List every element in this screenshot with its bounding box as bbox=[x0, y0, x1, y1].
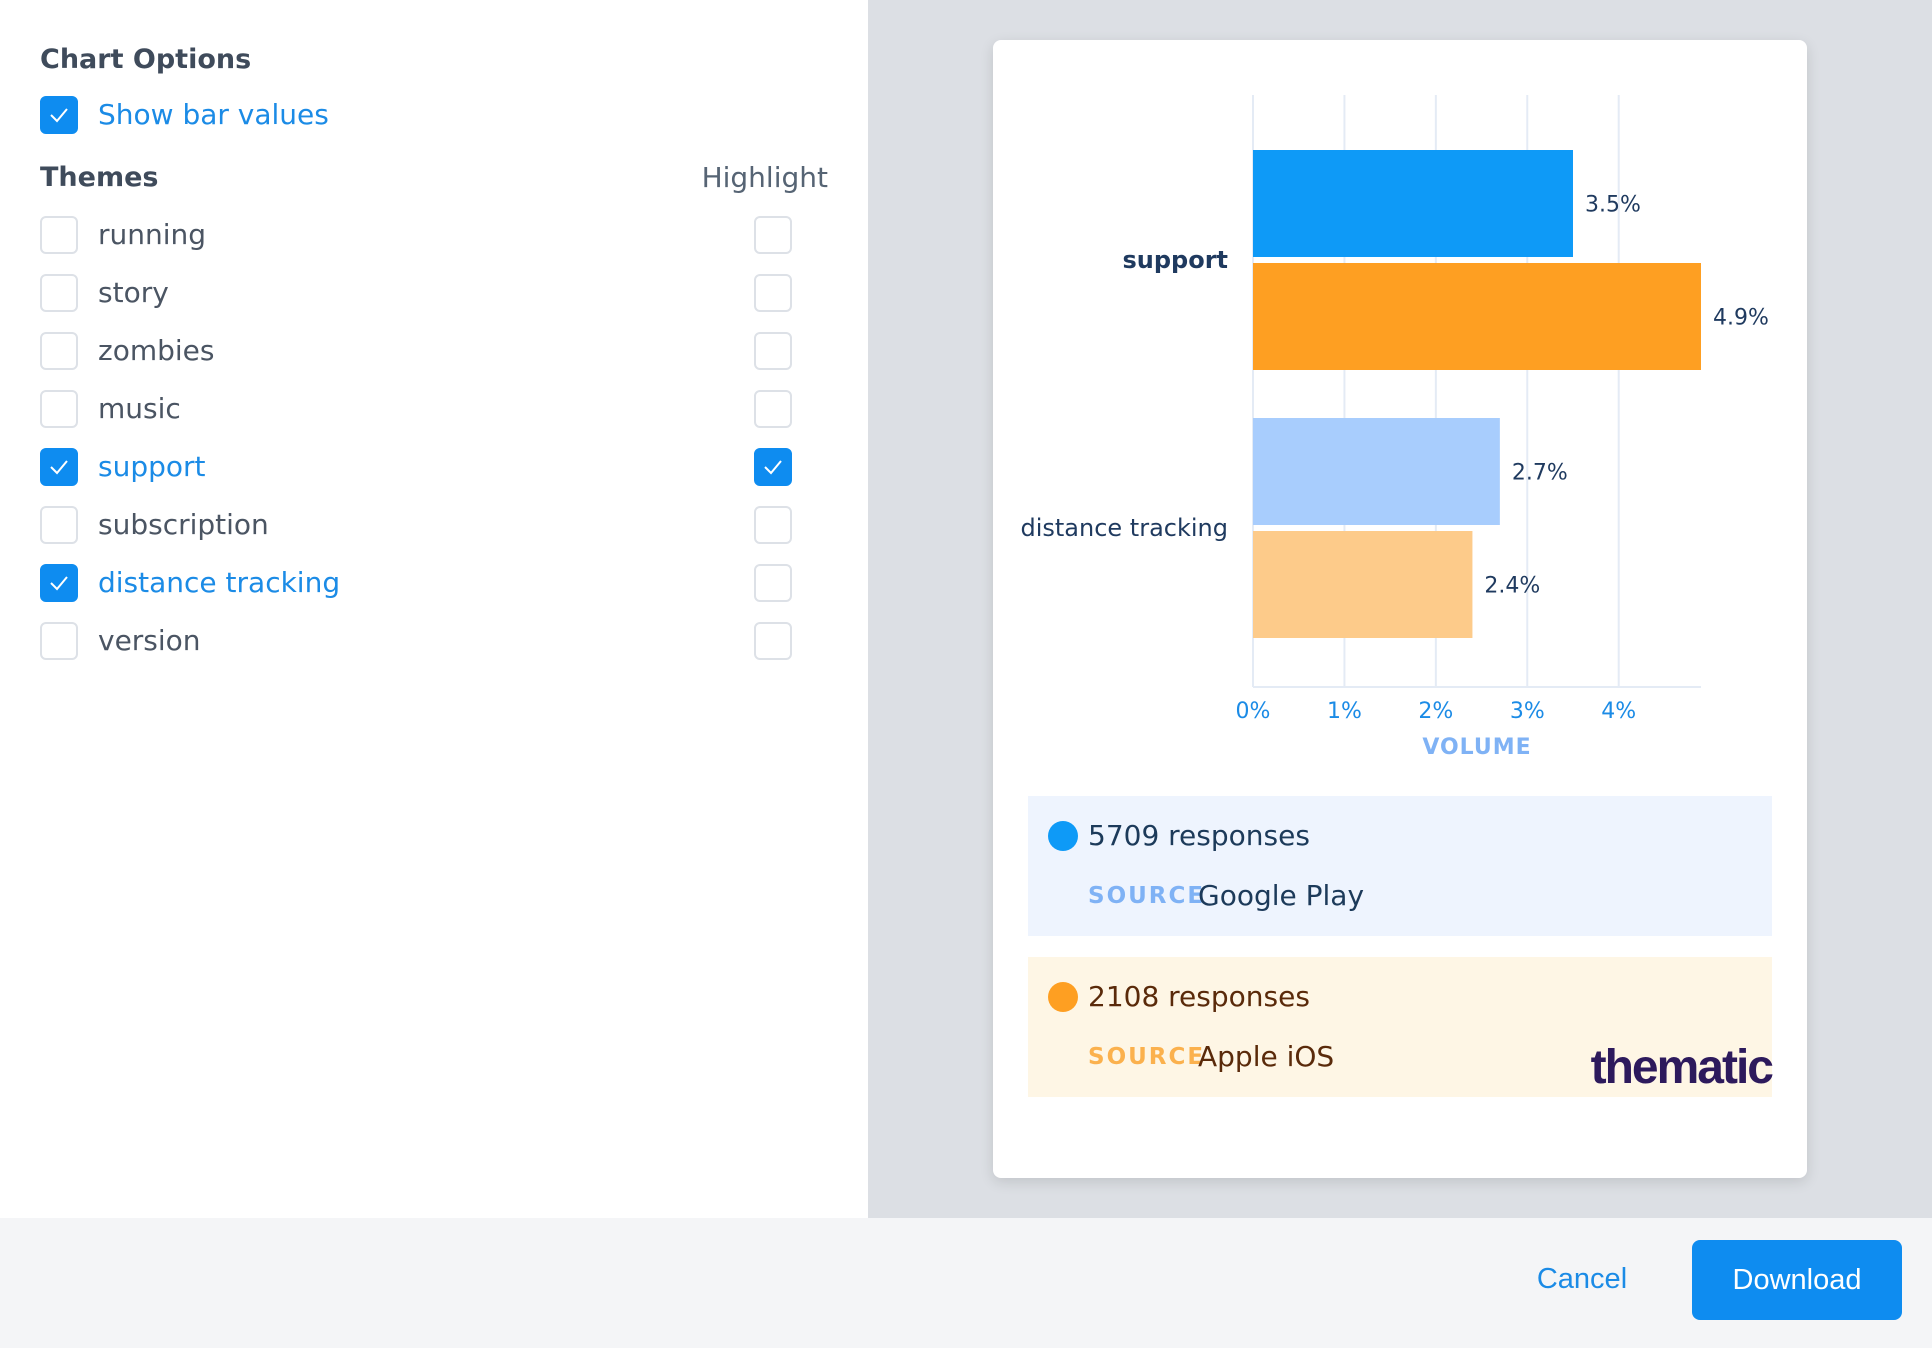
checkmark-icon bbox=[50, 576, 68, 591]
bar bbox=[1253, 531, 1473, 638]
x-tick-label: 3% bbox=[1510, 699, 1545, 724]
theme-label: version bbox=[98, 624, 201, 657]
highlight-checkbox-subscription[interactable] bbox=[754, 506, 792, 544]
theme-row-support[interactable]: support bbox=[40, 447, 206, 487]
bar bbox=[1253, 150, 1573, 257]
theme-checkbox[interactable] bbox=[40, 622, 78, 660]
dialog-footer: Cancel Download bbox=[0, 1218, 1932, 1348]
x-tick-label: 0% bbox=[1236, 699, 1271, 724]
theme-row-distance-tracking[interactable]: distance tracking bbox=[40, 563, 340, 603]
x-tick-label: 1% bbox=[1327, 699, 1362, 724]
thematic-logo: thematic bbox=[1590, 1041, 1774, 1094]
highlight-checkbox-version[interactable] bbox=[754, 622, 792, 660]
theme-label: distance tracking bbox=[98, 566, 341, 599]
bar-value-label: 2.7% bbox=[1512, 461, 1568, 486]
source-value: Apple iOS bbox=[1198, 1040, 1335, 1073]
show-bar-values-checkbox[interactable] bbox=[40, 96, 78, 134]
bar-chart: 3.5% 4.9% support 2.7% 2.4% distance tracking… bbox=[1020, 95, 1769, 760]
theme-label: music bbox=[98, 392, 181, 425]
x-tick-label: 2% bbox=[1418, 699, 1453, 724]
theme-checkbox[interactable] bbox=[40, 506, 78, 544]
source-value: Google Play bbox=[1198, 879, 1365, 912]
category-label: distance tracking bbox=[1020, 514, 1228, 542]
theme-label: subscription bbox=[98, 508, 269, 541]
legend-google-play: 5709 responses SOURCE Google Play bbox=[1028, 796, 1772, 936]
highlight-checkbox-distance-tracking[interactable] bbox=[754, 564, 792, 602]
theme-label: support bbox=[98, 450, 206, 483]
theme-row-story[interactable]: story bbox=[40, 273, 169, 313]
bar bbox=[1253, 418, 1500, 525]
theme-checkbox[interactable] bbox=[40, 274, 78, 312]
bar bbox=[1253, 263, 1701, 370]
bar-value-label: 4.9% bbox=[1713, 306, 1769, 331]
theme-row-music[interactable]: music bbox=[40, 389, 181, 429]
theme-row-version[interactable]: version bbox=[40, 621, 201, 661]
cancel-button[interactable]: Cancel bbox=[1500, 1240, 1664, 1318]
checkmark-icon bbox=[764, 460, 782, 475]
theme-checkbox[interactable] bbox=[40, 216, 78, 254]
response-count: 5709 responses bbox=[1088, 819, 1310, 852]
bar-value-label: 3.5% bbox=[1585, 193, 1641, 218]
series-color-dot bbox=[1048, 821, 1078, 851]
theme-checkbox[interactable] bbox=[40, 448, 78, 486]
theme-row-running[interactable]: running bbox=[40, 215, 206, 255]
highlight-checkbox-support[interactable] bbox=[754, 448, 792, 486]
highlight-title: Highlight bbox=[701, 161, 828, 194]
bar-value-label: 2.4% bbox=[1484, 574, 1540, 599]
show-bar-values-option[interactable]: Show bar values bbox=[40, 95, 329, 135]
chart-card: 3.5% 4.9% support 2.7% 2.4% distance tracking… bbox=[993, 40, 1807, 1178]
category-label: support bbox=[1122, 246, 1228, 274]
checkmark-icon bbox=[50, 460, 68, 475]
highlight-checkbox-story[interactable] bbox=[754, 274, 792, 312]
checkmark-icon bbox=[50, 108, 68, 123]
chart-options-title: Chart Options bbox=[40, 44, 252, 75]
source-label: SOURCE bbox=[1088, 883, 1206, 909]
download-button[interactable]: Download bbox=[1692, 1240, 1902, 1320]
theme-label: running bbox=[98, 218, 207, 251]
chart-preview-area: 3.5% 4.9% support 2.7% 2.4% distance tracking… bbox=[868, 0, 1932, 1218]
highlight-checkbox-music[interactable] bbox=[754, 390, 792, 428]
legend-apple-ios: 2108 responses SOURCE Apple iOS bbox=[1028, 957, 1772, 1097]
highlight-checkbox-running[interactable] bbox=[754, 216, 792, 254]
x-axis-title: VOLUME bbox=[1422, 735, 1531, 760]
x-tick-label: 4% bbox=[1601, 699, 1636, 724]
response-count: 2108 responses bbox=[1088, 980, 1310, 1013]
highlight-checkbox-zombies[interactable] bbox=[754, 332, 792, 370]
chart-options-panel: Chart Options Show bar values Themes Hig… bbox=[0, 0, 868, 1218]
show-bar-values-label: Show bar values bbox=[98, 98, 329, 131]
themes-title: Themes bbox=[40, 162, 159, 193]
theme-row-subscription[interactable]: subscription bbox=[40, 505, 269, 545]
theme-row-zombies[interactable]: zombies bbox=[40, 331, 214, 371]
theme-label: zombies bbox=[98, 334, 215, 367]
theme-label: story bbox=[98, 276, 169, 309]
series-color-dot bbox=[1048, 982, 1078, 1012]
theme-checkbox[interactable] bbox=[40, 564, 78, 602]
theme-checkbox[interactable] bbox=[40, 390, 78, 428]
theme-checkbox[interactable] bbox=[40, 332, 78, 370]
source-label: SOURCE bbox=[1088, 1044, 1206, 1070]
